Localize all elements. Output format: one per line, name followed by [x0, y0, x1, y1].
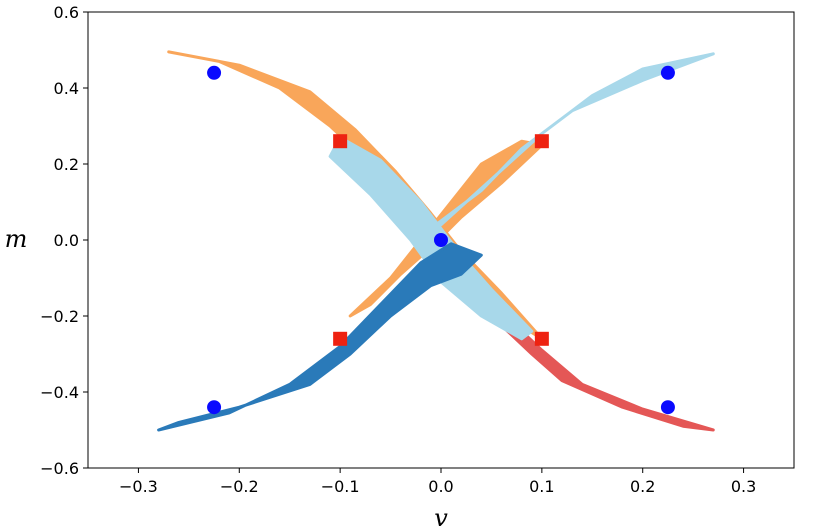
x-tick-label: 0.0 [428, 477, 453, 496]
x-axis-ticks: −0.3 −0.2 −0.1 0.0 0.1 0.2 0.3 [119, 468, 756, 496]
y-tick-label: 0.6 [54, 3, 79, 22]
y-tick-label: −0.4 [40, 383, 79, 402]
x-axis-label: v [434, 504, 448, 532]
x-tick-label: 0.3 [731, 477, 756, 496]
square-marker-2 [333, 331, 348, 346]
y-tick-label: −0.6 [40, 459, 79, 478]
square-marker-0 [333, 134, 348, 149]
x-tick-label: −0.2 [220, 477, 259, 496]
x-tick-label: −0.3 [119, 477, 158, 496]
x-tick-label: 0.1 [529, 477, 554, 496]
density-region-5 [157, 242, 483, 432]
circle-marker-2 [434, 233, 448, 247]
y-tick-label: −0.2 [40, 307, 79, 326]
square-marker-3 [534, 331, 549, 346]
y-tick-label: 0.0 [54, 231, 79, 250]
x-tick-label: 0.2 [630, 477, 655, 496]
density-region-4 [328, 135, 534, 341]
circle-marker-4 [660, 400, 675, 415]
y-tick-label: 0.4 [54, 79, 79, 98]
density-regions [157, 50, 715, 432]
y-tick-label: 0.2 [54, 155, 79, 174]
y-axis-label: m [5, 225, 28, 253]
circle-marker-1 [660, 65, 675, 80]
circle-marker-0 [207, 65, 222, 80]
markers [207, 65, 675, 415]
y-axis-ticks: −0.6 −0.4 −0.2 0.0 0.2 0.4 0.6 [40, 3, 88, 478]
circle-marker-3 [207, 400, 222, 415]
square-marker-1 [534, 134, 549, 149]
x-tick-label: −0.1 [321, 477, 360, 496]
